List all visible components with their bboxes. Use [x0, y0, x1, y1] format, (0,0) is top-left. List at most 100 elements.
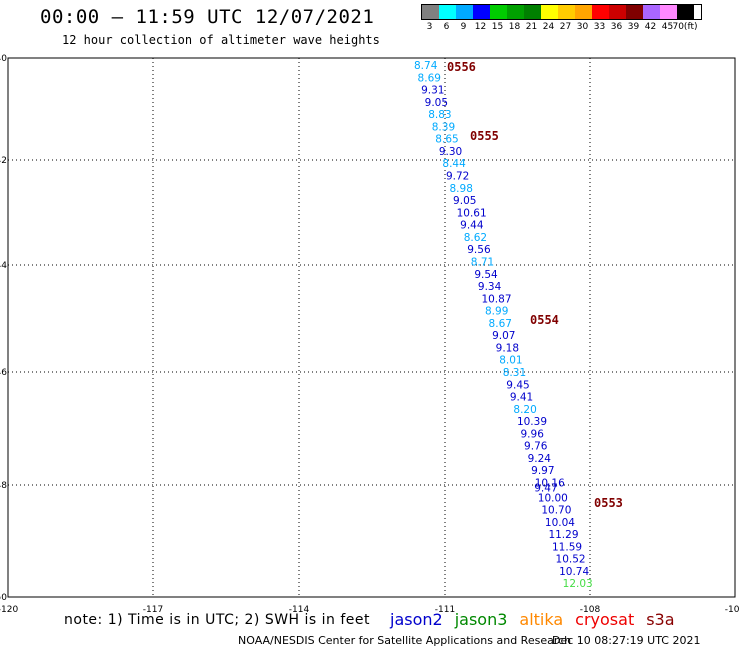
color-swatch — [524, 5, 541, 19]
generated-timestamp: Dec 10 08:27:19 UTC 2021 — [552, 634, 701, 647]
wave-height-point: 10.61 — [457, 207, 487, 219]
color-legend-label: 21 — [525, 22, 538, 32]
color-swatch — [643, 5, 660, 19]
wave-height-point: 10.70 — [541, 505, 571, 517]
color-legend-label: 12 — [474, 22, 487, 32]
y-tick-label: -42 — [0, 156, 7, 166]
wave-height-point: 9.07 — [492, 330, 515, 342]
wave-height-point: 9.31 — [421, 85, 444, 97]
color-legend-label: 30 — [576, 22, 589, 32]
wave-height-point: 10.16 — [535, 478, 565, 490]
wave-height-point: 8.67 — [489, 318, 512, 330]
wave-height-point: 8.65 — [435, 134, 458, 146]
color-legend-label: 6 — [443, 22, 450, 32]
footer-note: note: 1) Time is in UTC; 2) SWH is in fe… — [64, 612, 371, 628]
wave-height-point: 9.97 — [531, 465, 554, 477]
wave-height-point: 11.29 — [548, 529, 578, 541]
color-swatch — [626, 5, 643, 19]
wave-height-point: 9.24 — [528, 453, 552, 465]
satellite-legend-jason2: jason2 — [390, 610, 443, 629]
color-swatch — [677, 5, 694, 19]
wave-height-point: 8.01 — [499, 355, 522, 367]
x-tick-label: -105 — [725, 605, 740, 615]
color-swatch — [456, 5, 473, 19]
wave-height-point: 10.52 — [556, 554, 586, 566]
color-legend-label: 42 — [644, 22, 657, 32]
color-legend-label: 36 — [610, 22, 623, 32]
wave-height-point: 9.34 — [478, 281, 502, 293]
color-legend-label: 3 — [426, 22, 433, 32]
color-legend-label: 39 — [627, 22, 640, 32]
wave-height-point: 8.83 — [428, 109, 451, 121]
wave-height-point: 9.47 — [534, 482, 557, 494]
color-swatch — [473, 5, 490, 19]
color-legend: 3 6 9 12 15 18 21 24 27 30 33 36 39 42 45 70(ft) — [421, 4, 702, 32]
color-swatch — [541, 5, 558, 19]
wave-height-point: 10.00 — [538, 492, 568, 504]
wave-height-point: 10.74 — [559, 566, 589, 578]
wave-height-point: 12.03 — [563, 578, 593, 590]
satellite-legend-cryosat: cryosat — [575, 610, 635, 629]
wave-height-point: 9.41 — [510, 392, 533, 404]
color-swatch — [439, 5, 456, 19]
wave-height-point: 8.39 — [432, 121, 455, 133]
wave-height-point: 9.56 — [467, 244, 491, 256]
wave-height-point: 9.45 — [506, 379, 529, 391]
color-swatch — [609, 5, 626, 19]
color-legend-label: 24 — [542, 22, 555, 32]
color-legend-label: 9 — [460, 22, 467, 32]
wave-height-point: 8.62 — [464, 232, 487, 244]
color-swatch — [575, 5, 592, 19]
x-tick-label: -114 — [289, 605, 310, 615]
chart-subtitle: 12 hour collection of altimeter wave hei… — [62, 33, 380, 47]
wave-height-point: 8.74 — [414, 60, 438, 72]
wave-height-point: 10.39 — [517, 416, 547, 428]
satellite-legend-altika: altika — [519, 610, 564, 629]
color-legend-label: 45 — [661, 22, 674, 32]
satellite-legend-jason3: jason3 — [454, 610, 508, 629]
wave-height-point: 9.54 — [474, 269, 498, 281]
plot-frame — [7, 57, 736, 598]
color-swatch — [592, 5, 609, 19]
color-swatch — [490, 5, 507, 19]
wave-height-point: 9.18 — [496, 342, 519, 354]
color-legend-labels: 3 6 9 12 15 18 21 24 27 30 33 36 39 42 45 70(ft) — [421, 22, 702, 32]
color-swatch — [660, 5, 677, 19]
wave-height-point: 8.98 — [450, 183, 473, 195]
wave-height-point: 8.71 — [471, 256, 494, 268]
x-tick-label: -108 — [580, 605, 601, 615]
color-legend-label: 70(ft) — [672, 22, 698, 32]
wave-height-point: 9.05 — [425, 97, 448, 109]
satellite-legend: jason2 jason3 altika cryosat s3a — [390, 610, 675, 629]
wave-height-point: 9.30 — [439, 146, 462, 158]
wave-height-point: 8.99 — [485, 306, 508, 318]
color-swatch — [558, 5, 575, 19]
wave-height-point: 9.72 — [446, 171, 469, 183]
y-tick-label: -48 — [0, 481, 7, 491]
wave-height-point: 9.44 — [460, 220, 484, 232]
satellite-legend-s3a: s3a — [646, 610, 675, 629]
x-tick-label: -117 — [143, 605, 163, 615]
color-legend-label: 18 — [508, 22, 521, 32]
wave-height-point: 9.96 — [521, 428, 545, 440]
chart-title: 00:00 – 11:59 UTC 12/07/2021 — [40, 6, 375, 28]
color-swatch — [422, 5, 439, 19]
wave-height-point: 9.76 — [524, 441, 548, 453]
color-legend-label: 15 — [491, 22, 504, 32]
wave-height-point: 9.05 — [453, 195, 476, 207]
wave-height-point: 8.31 — [503, 367, 526, 379]
y-tick-label: -50 — [0, 593, 7, 603]
y-tick-label: -46 — [0, 368, 7, 378]
x-tick-label: -111 — [435, 605, 455, 615]
wave-height-point: 10.04 — [545, 517, 575, 529]
wave-height-point: 8.69 — [418, 72, 441, 84]
y-tick-label: -44 — [0, 261, 7, 271]
time-label: 0554 — [530, 313, 559, 327]
wave-height-point: 8.20 — [513, 404, 536, 416]
time-label: 0553 — [594, 496, 623, 510]
time-label: 0555 — [470, 129, 499, 143]
wave-height-point: 10.87 — [481, 293, 511, 305]
credit-line: NOAA/NESDIS Center for Satellite Applica… — [238, 634, 572, 647]
x-tick-label: -120 — [0, 605, 18, 615]
